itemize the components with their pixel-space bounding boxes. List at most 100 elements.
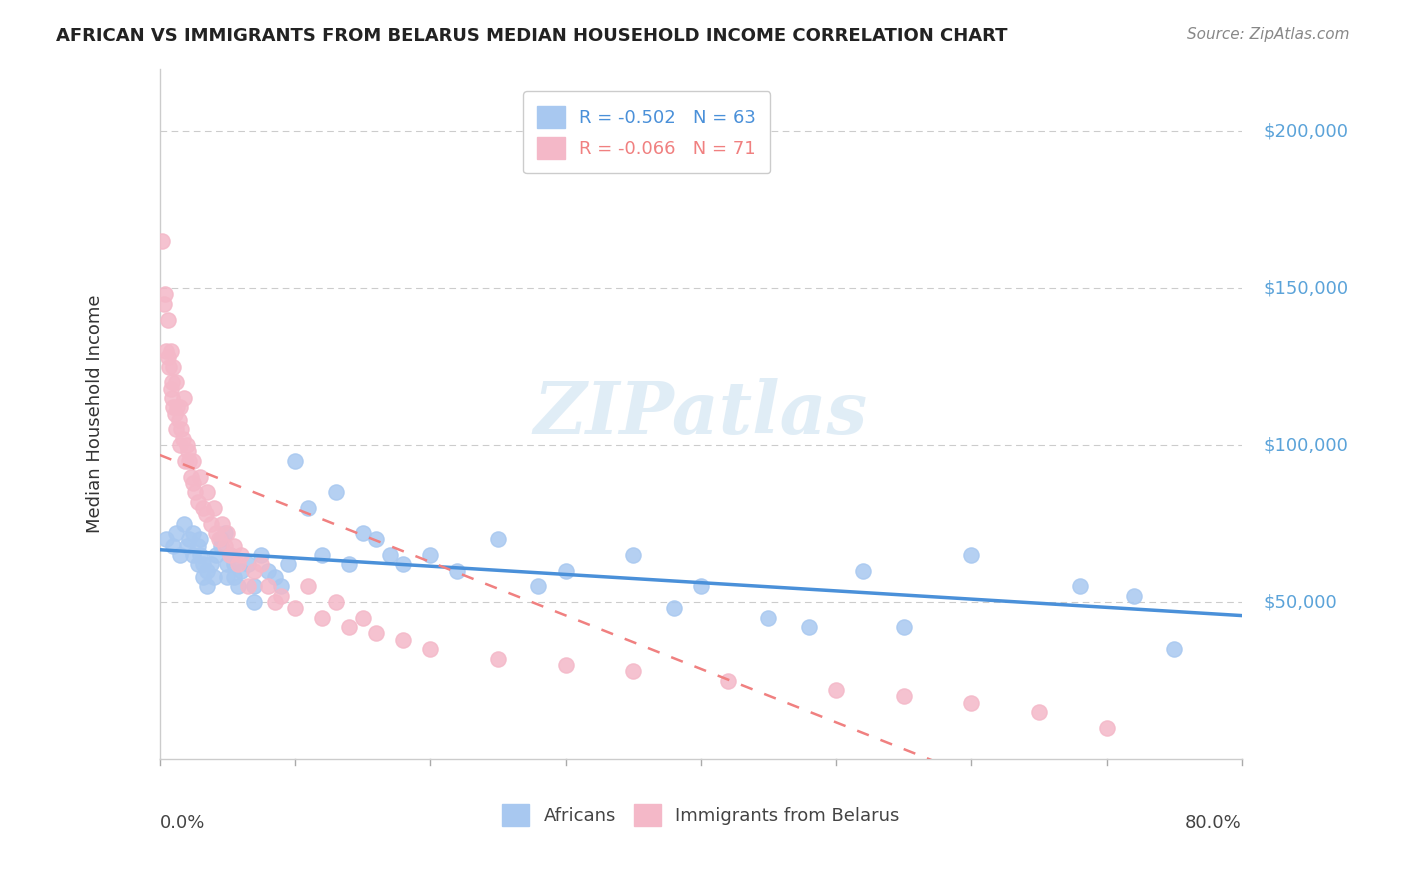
Point [214,539,236,553]
Point [297,579,319,593]
Point [156,312,179,326]
Point [311,611,333,625]
Point [179,454,201,468]
Point [1122,589,1144,603]
Point [169,548,191,562]
Point [157,359,180,374]
Point [195,485,218,500]
Point [758,611,780,625]
Point [222,539,245,553]
Point [257,579,280,593]
Point [250,558,273,572]
Point [446,564,468,578]
Point [662,601,685,615]
Point [263,595,285,609]
Point [187,558,209,572]
Point [219,548,242,562]
Point [152,297,174,311]
Point [160,376,183,390]
Point [194,507,217,521]
Point [893,620,915,634]
Point [156,351,179,365]
Point [284,454,307,468]
Point [229,548,252,562]
Point [297,500,319,515]
Point [209,533,232,547]
Point [188,469,211,483]
Point [195,579,218,593]
Point [1163,642,1185,657]
Point [209,539,232,553]
Point [162,359,184,374]
Point [183,526,205,541]
Point [195,564,218,578]
Point [163,407,186,421]
Point [217,558,239,572]
Point [200,558,222,572]
Point [486,533,509,547]
Point [191,558,214,572]
Text: $100,000: $100,000 [1264,436,1348,454]
Point [325,485,347,500]
Point [173,391,195,405]
Point [202,570,225,584]
Point [1069,579,1091,593]
Point [229,564,252,578]
Text: Median Household Income: Median Household Income [86,294,104,533]
Point [893,690,915,704]
Point [419,642,441,657]
Point [222,558,245,572]
Point [219,548,242,562]
Point [717,673,740,688]
Point [250,548,273,562]
Point [378,548,401,562]
Point [172,432,194,446]
Point [226,579,249,593]
Point [277,558,299,572]
Point [337,558,360,572]
Point [208,533,231,547]
Point [183,475,205,490]
Point [166,401,188,415]
Point [960,696,983,710]
Point [621,548,644,562]
Point [160,391,183,405]
Point [236,558,259,572]
Text: $200,000: $200,000 [1264,122,1348,140]
Point [187,539,209,553]
Point [257,564,280,578]
Point [263,570,285,584]
Point [852,564,875,578]
Text: $150,000: $150,000 [1264,279,1348,297]
Point [366,533,388,547]
Point [165,526,187,541]
Point [167,413,190,427]
Point [527,579,550,593]
Point [1028,705,1050,719]
Point [270,589,292,603]
Point [184,485,207,500]
Point [177,444,200,458]
Point [392,632,415,647]
Point [419,548,441,562]
Point [176,539,198,553]
Point [155,533,177,547]
Point [270,579,292,593]
Point [169,401,191,415]
Point [165,422,187,436]
Point [217,526,239,541]
Point [214,526,236,541]
Point [217,570,239,584]
Text: AFRICAN VS IMMIGRANTS FROM BELARUS MEDIAN HOUSEHOLD INCOME CORRELATION CHART: AFRICAN VS IMMIGRANTS FROM BELARUS MEDIA… [56,27,1008,45]
Point [162,401,184,415]
Point [211,516,233,531]
Point [180,469,202,483]
Point [311,548,333,562]
Point [1095,721,1118,735]
Point [689,579,711,593]
Point [155,343,177,358]
Point [200,516,222,531]
Text: Source: ZipAtlas.com: Source: ZipAtlas.com [1187,27,1350,42]
Point [226,558,249,572]
Point [183,548,205,562]
